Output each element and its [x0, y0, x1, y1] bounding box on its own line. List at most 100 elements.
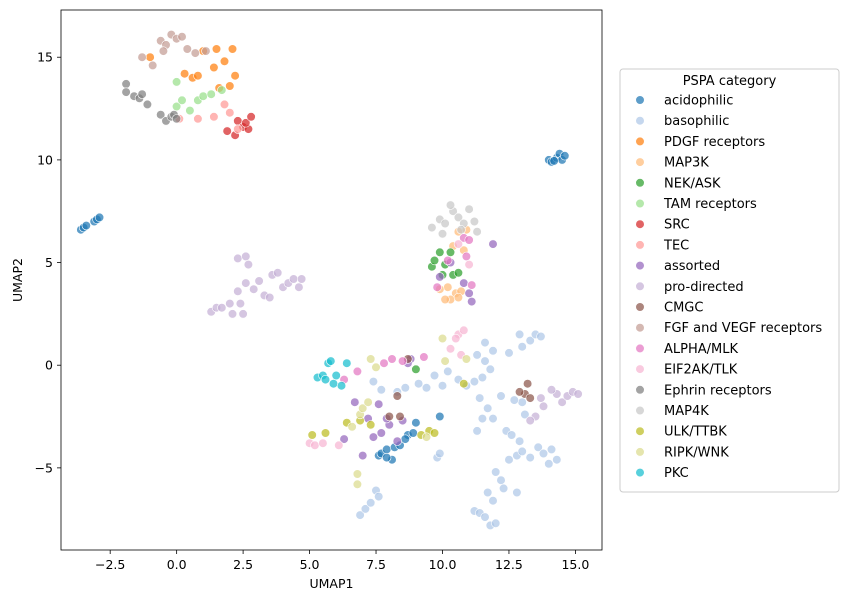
legend-marker: [635, 95, 645, 105]
point-basophilic: [520, 409, 530, 420]
point-basophilic: [488, 496, 498, 506]
point-pro-directed: [225, 299, 235, 309]
legend-marker: [635, 240, 645, 250]
point-pdgf-receptors: [230, 71, 240, 81]
point-assorted: [435, 272, 445, 282]
point-basophilic: [483, 403, 493, 413]
point-ripk-wnk: [461, 354, 472, 364]
point-pdgf-receptors: [145, 52, 155, 62]
y-tick-label: 10: [37, 152, 53, 167]
point-map4k: [469, 216, 480, 227]
legend-item: CMGC: [635, 301, 703, 316]
point-pro-directed: [241, 278, 251, 288]
point-cmgc: [395, 411, 405, 422]
point-ephrin-receptors: [121, 79, 131, 89]
legend-marker: [635, 405, 645, 416]
x-tick-label: 15.0: [561, 557, 589, 572]
point-assorted: [368, 432, 379, 442]
point-ripk-wnk: [437, 333, 448, 344]
legend-item: Ephrin receptors: [635, 383, 772, 398]
point-basophilic: [366, 498, 376, 508]
point-pdgf-receptors: [227, 44, 238, 54]
point-basophilic: [533, 442, 543, 452]
point-ripk-wnk: [440, 356, 450, 366]
point-tam-receptors: [198, 91, 208, 101]
legend-marker: [635, 468, 645, 478]
point-alpha-mlk: [379, 358, 389, 368]
point-pkc: [326, 356, 336, 366]
legend-item: MAP4K: [635, 404, 709, 419]
legend-label: Ephrin receptors: [664, 383, 772, 398]
point-ephrin-receptors: [172, 114, 182, 124]
point-pro-directed: [235, 299, 245, 309]
legend-label: CMGC: [664, 301, 703, 316]
point-ripk-wnk: [421, 432, 432, 442]
point-basophilic: [538, 448, 549, 459]
legend-marker: [635, 447, 645, 457]
legend-marker: [635, 343, 645, 354]
point-basophilic: [504, 455, 514, 465]
legend-marker: [635, 116, 645, 126]
point-basophilic: [517, 342, 527, 352]
point-tam-receptors: [185, 105, 195, 116]
point-eif2ak-tlk: [334, 440, 344, 450]
point-ripk-wnk: [358, 403, 368, 413]
point-map4k: [445, 200, 456, 210]
point-basophilic: [469, 377, 480, 387]
point-ripk-wnk: [366, 354, 376, 364]
legend-marker: [635, 385, 645, 395]
point-basophilic: [414, 379, 424, 389]
point-acidophilic: [435, 411, 445, 422]
legend-label: ULK/TTBK: [664, 425, 727, 440]
point-basophilic: [376, 385, 386, 395]
point-map3k: [443, 282, 453, 292]
legend-marker: [635, 157, 645, 167]
point-map4k: [437, 229, 448, 239]
point-basophilic: [480, 338, 490, 348]
point-pkc: [342, 358, 352, 368]
point-ripk-wnk: [371, 362, 381, 372]
point-basophilic: [525, 453, 535, 463]
point-fgf-and-vegf-receptors: [137, 52, 147, 62]
point-acidophilic: [560, 151, 570, 161]
legend-marker: [635, 261, 645, 271]
legend-marker: [635, 281, 645, 291]
point-eif2ak-tlk: [310, 440, 320, 450]
point-map4k: [472, 227, 482, 237]
point-ephrin-receptors: [121, 87, 131, 97]
x-tick-label: 10.0: [429, 557, 457, 572]
point-nek-ask: [453, 268, 464, 278]
legend-marker: [635, 302, 645, 312]
point-ephrin-receptors: [142, 99, 152, 109]
legend-label: EIF2AK/TLK: [664, 363, 738, 378]
point-pro-directed: [233, 253, 243, 263]
point-basophilic: [488, 414, 498, 424]
legend-title: PSPA category: [683, 74, 777, 89]
point-basophilic: [504, 348, 514, 358]
point-basophilic: [546, 444, 557, 455]
point-alpha-mlk: [443, 255, 453, 266]
point-basophilic: [544, 459, 554, 469]
legend-label: ALPHA/MLK: [664, 342, 738, 357]
point-pro-directed: [233, 286, 243, 296]
point-pro-directed: [289, 274, 299, 284]
legend-item: acidophilic: [635, 94, 733, 109]
legend-item: PKC: [635, 466, 689, 481]
legend-item: TAM receptors: [635, 197, 757, 212]
legend-marker: [635, 364, 645, 374]
legend-label: SRC: [664, 218, 690, 233]
point-map3k: [453, 292, 464, 303]
point-pro-directed: [254, 276, 264, 286]
y-tick-label: 0: [45, 358, 53, 373]
point-basophilic: [488, 346, 498, 356]
point-src: [241, 118, 251, 128]
point-pdgf-receptors: [180, 69, 190, 79]
legend-item: FGF and VEGF receptors: [635, 321, 822, 336]
point-basophilic: [429, 370, 440, 381]
point-acidophilic: [411, 418, 421, 428]
point-tec: [225, 108, 235, 118]
point-pro-directed: [273, 268, 283, 278]
point-eif2ak-tlk: [318, 438, 328, 448]
legend-marker: [635, 323, 645, 333]
point-tam-receptors: [217, 85, 227, 95]
